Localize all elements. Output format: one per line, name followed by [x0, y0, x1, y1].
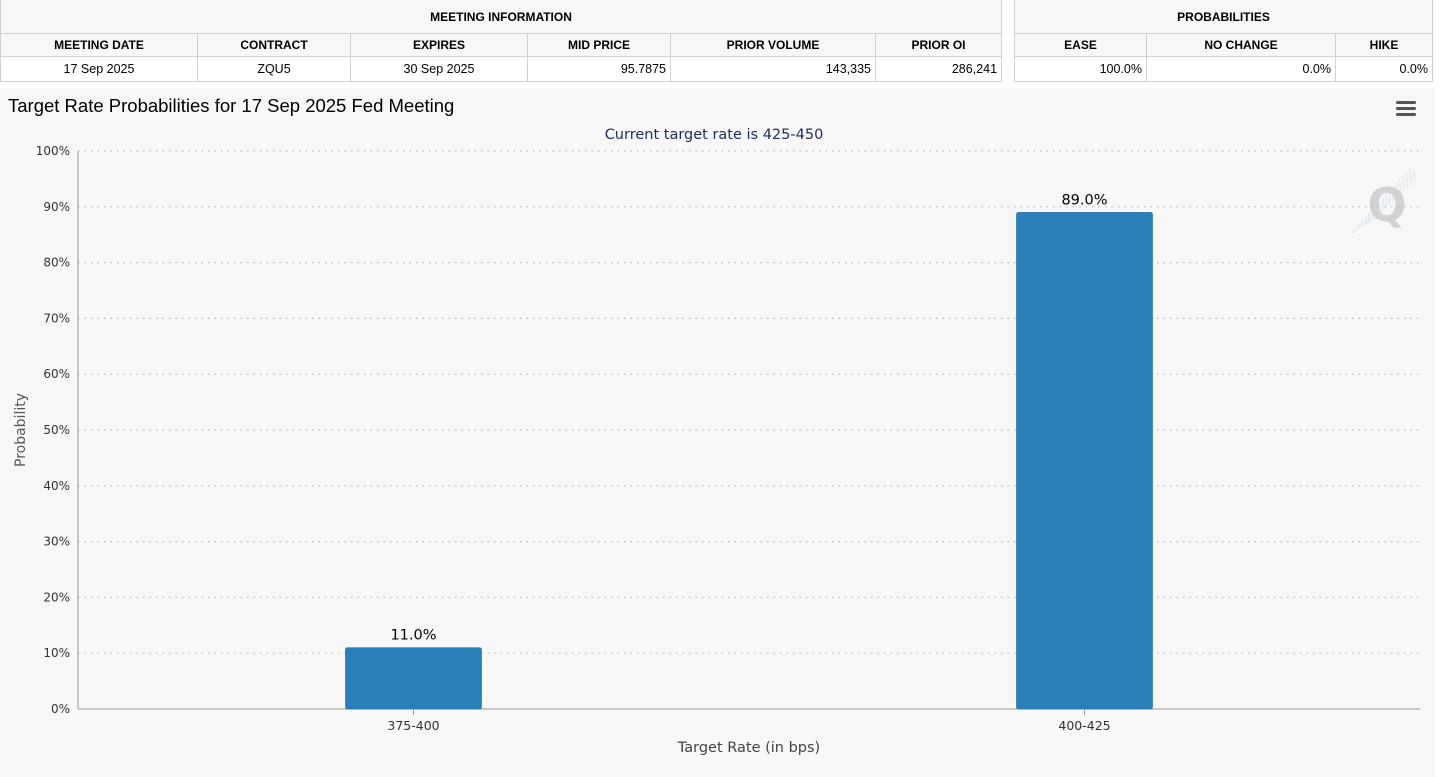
chart-subtitle: Current target rate is 425-450: [605, 127, 824, 143]
meeting-information-table: MEETING INFORMATION MEETING DATE CONTRAC…: [0, 0, 1003, 82]
expires-value: 30 Sep 2025: [350, 56, 528, 82]
y-tick-label: 70%: [43, 311, 70, 325]
probabilities-table: PROBABILITIES EASE NO CHANGE HIKE 100.0%…: [1014, 0, 1433, 82]
hike-header: HIKE: [1335, 33, 1433, 57]
contract-value: ZQU5: [197, 56, 351, 82]
hamburger-menu-icon[interactable]: [1396, 101, 1416, 117]
y-tick-label: 50%: [43, 423, 70, 437]
y-tick-label: 100%: [36, 144, 70, 158]
hike-value: 0.0%: [1335, 56, 1433, 82]
meeting-date-value: 17 Sep 2025: [0, 56, 198, 82]
data-label: 89.0%: [1061, 192, 1107, 208]
bar-400-425: [1016, 212, 1153, 710]
meeting-date-header: MEETING DATE: [0, 33, 198, 57]
y-tick-label: 0%: [51, 702, 70, 716]
y-tick-label: 20%: [43, 590, 70, 604]
y-tick-label: 30%: [43, 535, 70, 549]
y-tick-label: 40%: [43, 479, 70, 493]
no-change-header: NO CHANGE: [1146, 33, 1336, 57]
y-tick-label: 10%: [43, 646, 70, 660]
x-tick-label: 400-425: [1058, 718, 1110, 733]
data-label: 11.0%: [390, 628, 436, 644]
q-logo-icon: Q: [1351, 165, 1419, 234]
no-change-value: 0.0%: [1146, 56, 1336, 82]
ease-header: EASE: [1014, 33, 1147, 57]
prior-volume-header: PRIOR VOLUME: [670, 33, 876, 57]
prior-oi-header: PRIOR OI: [874, 33, 1003, 57]
mid-price-value: 95.7875: [527, 56, 671, 82]
x-tick-label: 375-400: [387, 718, 439, 733]
chart-title: Target Rate Probabilities for 17 Sep 202…: [8, 95, 455, 116]
meeting-information-header: MEETING INFORMATION: [0, 0, 1003, 34]
svg-text:Q: Q: [1367, 178, 1406, 232]
x-axis-label: Target Rate (in bps): [677, 740, 820, 756]
y-tick-label: 90%: [43, 200, 70, 214]
expires-header: EXPIRES: [350, 33, 528, 57]
bar-375-400: [345, 647, 482, 710]
contract-header: CONTRACT: [197, 33, 351, 57]
probabilities-header: PROBABILITIES: [1014, 0, 1433, 34]
prior-oi-value: 286,241: [874, 56, 1003, 82]
chart-panel: Target Rate Probabilities for 17 Sep 202…: [0, 88, 1436, 777]
y-tick-label: 80%: [43, 256, 70, 270]
y-tick-label: 60%: [43, 367, 70, 381]
ease-value: 100.0%: [1014, 56, 1147, 82]
mid-price-header: MID PRICE: [527, 33, 671, 57]
prior-volume-value: 143,335: [670, 56, 876, 82]
bar-chart: 0% 10% 20% 30% 40% 50% 60% 70% 80% 90% 100% 11.0% 37…: [13, 127, 1420, 756]
y-axis-label: Probability: [13, 393, 29, 467]
